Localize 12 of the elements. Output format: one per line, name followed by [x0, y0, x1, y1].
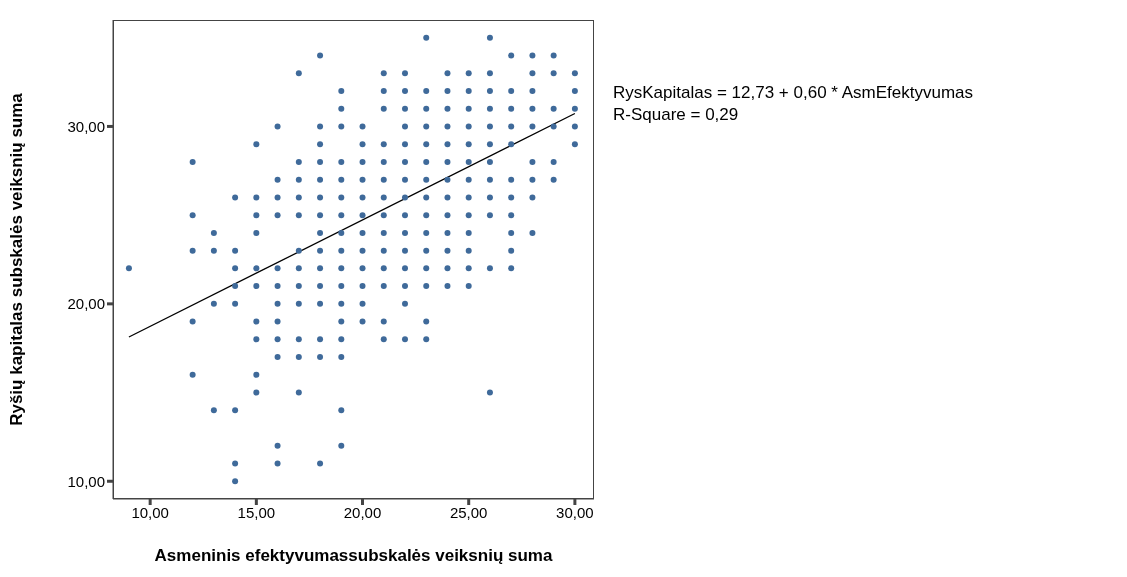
- text: RysKapitalas = 12,73 + 0,60 * AsmEfektyvumas: [613, 82, 974, 104]
- y-tick-label: 20,00: [67, 295, 105, 313]
- text: R-Square = 0,29: [613, 104, 740, 126]
- x-tick-label: 30,00: [556, 503, 594, 521]
- x-axis-title: Asmeninis efektyvumassubskalės veiksnių suma: [154, 546, 553, 565]
- x-tick-label: 10,00: [131, 503, 169, 521]
- x-tick-label: 15,00: [237, 503, 276, 521]
- y-axis-title: Ryšių kapitalas subskalės veiksnių suma: [7, 92, 27, 426]
- x-tick-label: 25,00: [449, 503, 488, 521]
- y-tick-label: 10,00: [67, 472, 105, 490]
- y-tick-label: 30,00: [67, 117, 105, 135]
- x-tick-label: 20,00: [343, 503, 382, 521]
